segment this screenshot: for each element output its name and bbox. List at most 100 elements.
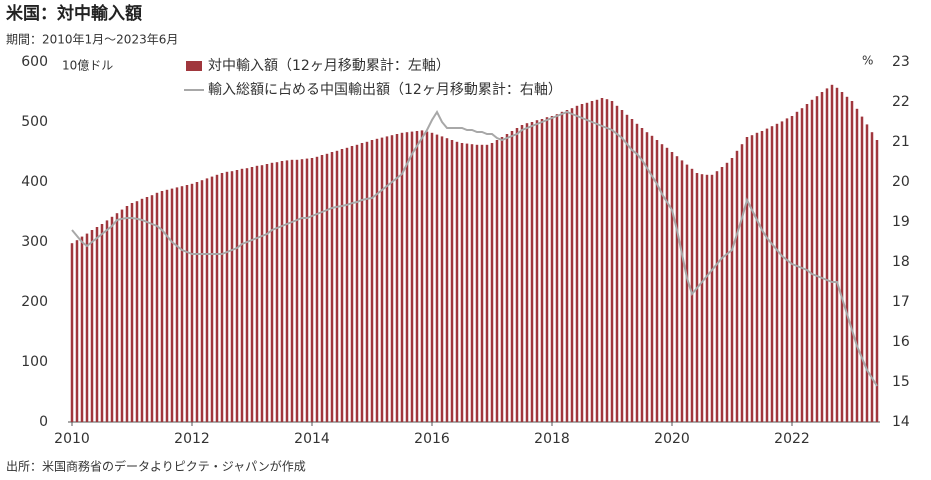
bar [845,96,849,423]
bar [470,144,474,422]
y2-tick-label: 19 [892,214,910,230]
bar [625,114,629,423]
bar [465,143,469,422]
bar [280,161,284,422]
bar [75,240,79,422]
legend-label: 輸入総額に占める中国輸出額（12ヶ月移動累計：右軸） [208,82,562,98]
bar [110,216,114,422]
bar [205,178,209,422]
bar [720,167,724,422]
bar [415,131,419,422]
bar [660,144,664,422]
bar [495,140,499,422]
x-tick-label: 2020 [654,431,690,447]
bar [180,186,184,422]
bar [195,182,199,422]
bar [630,119,634,422]
x-tick-label: 2016 [414,431,450,447]
bar [485,144,489,423]
bar [620,110,624,422]
bar [580,104,584,422]
bar [585,102,589,423]
bar [215,174,219,422]
bar [160,191,164,422]
bar [820,92,824,422]
y-tick-label: 600 [21,54,48,70]
bar [355,144,359,423]
y2-tick-label: 22 [892,94,910,110]
y-tick-label: 300 [21,234,48,250]
bar [240,168,244,422]
bar [595,99,599,423]
bar [860,116,864,422]
bar [675,156,679,422]
bar [850,101,854,422]
bar [605,99,609,422]
bar [745,137,749,422]
bar [685,164,689,422]
bar [500,137,504,422]
bar [305,158,309,422]
bar [575,105,579,423]
bar [360,143,364,422]
bar [490,143,494,422]
bar [270,162,274,423]
bar [95,227,99,422]
bar [610,101,614,422]
bar [85,233,89,422]
bar [80,236,84,422]
bar [330,152,334,422]
y2-tick-label: 21 [892,134,910,150]
bar [715,171,719,422]
bar [535,120,539,422]
y2-tick-label: 20 [892,174,910,190]
bar [175,187,179,422]
bar [520,125,524,422]
bar [640,128,644,422]
bar [365,141,369,423]
bar [545,117,549,422]
chart-title: 米国：対中輸入額 [6,3,142,24]
bar [315,156,319,423]
bar [695,173,699,422]
bar [210,176,214,422]
bar [550,116,554,422]
bar [185,185,189,422]
bar [150,195,154,422]
bar [570,108,574,422]
bar [140,198,144,422]
bar [780,121,784,423]
bar [830,84,834,423]
bar [785,118,789,423]
bar [335,150,339,423]
bar [375,138,379,423]
x-tick-label: 2012 [174,431,210,447]
y-tick-label: 500 [21,114,48,130]
bar [370,140,374,422]
bar [145,197,149,422]
bar [740,144,744,422]
y2-tick-label: 17 [892,294,910,310]
y-tick-label: 400 [21,174,48,190]
y-tick-label: 200 [21,294,48,310]
bar [135,201,139,422]
bar [290,159,294,423]
y2-tick-label: 18 [892,254,910,270]
bar [285,160,289,422]
x-tick-label: 2014 [294,431,330,447]
bar [565,110,569,422]
bar [645,132,649,422]
bar [405,132,409,422]
bar [325,153,329,423]
bar [155,192,159,422]
bar [705,174,709,422]
bar [170,188,174,422]
bar [870,132,874,422]
bar [435,134,439,422]
bar [770,126,774,422]
bar [790,116,794,422]
bar [750,135,754,422]
bar [235,170,239,422]
bar [130,203,134,422]
chart-subtitle: 期間：2010年1月～2023年6月 [6,33,178,47]
